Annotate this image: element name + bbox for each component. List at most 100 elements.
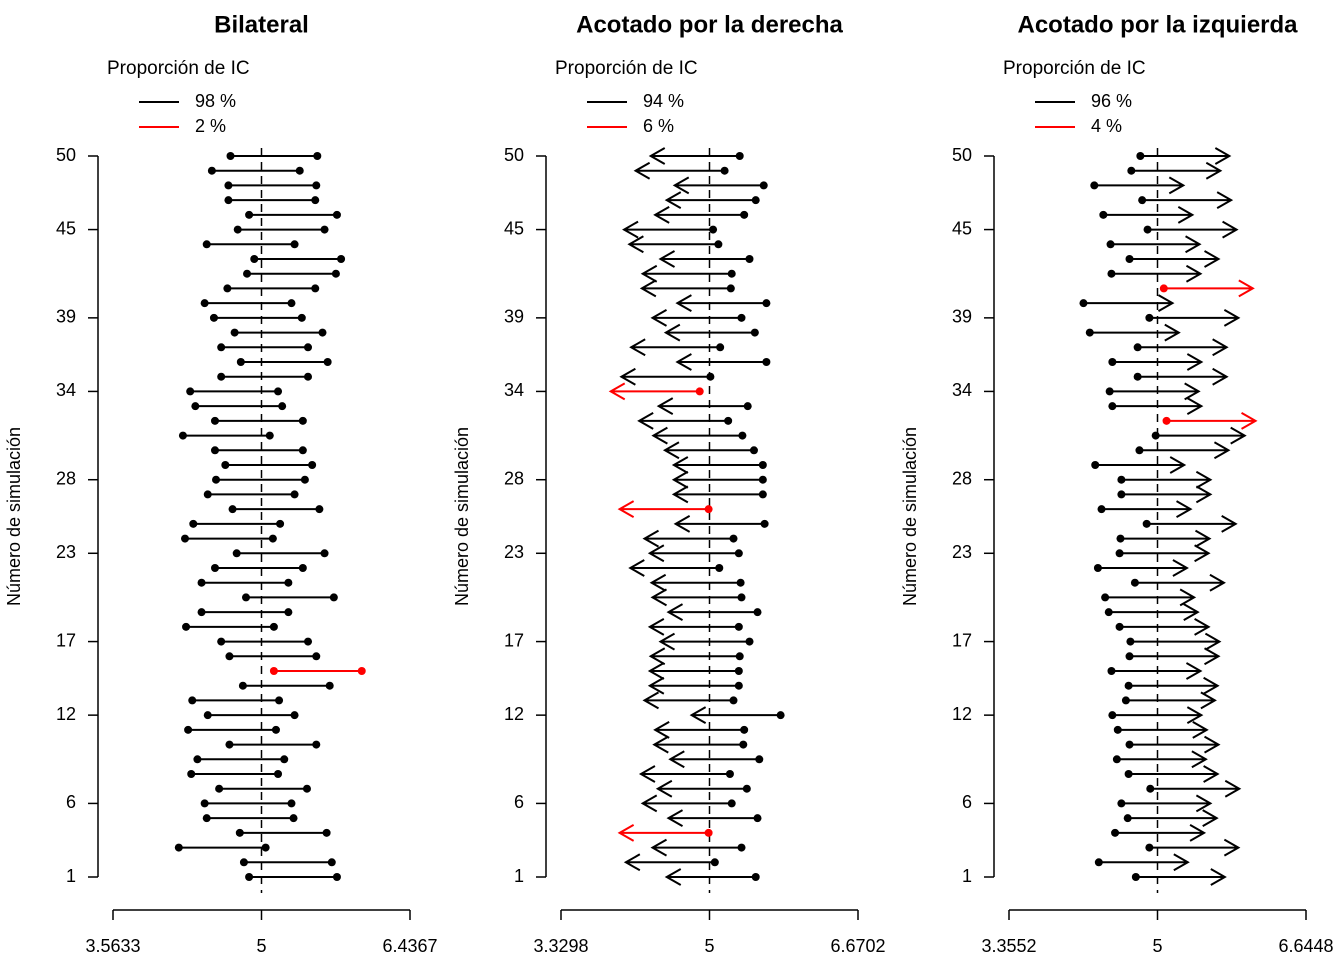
lower-point [1126, 637, 1135, 646]
upper-point [337, 255, 346, 263]
lower-point [197, 578, 206, 587]
upper-point [750, 328, 759, 337]
lower-point [1117, 475, 1126, 484]
upper-point [269, 622, 278, 631]
lower-point [228, 505, 237, 514]
upper-point [287, 799, 296, 808]
upper-point [287, 299, 296, 308]
upper-point [320, 549, 329, 558]
upper-point [745, 637, 754, 646]
upper-point [300, 475, 309, 484]
upper-point [724, 416, 733, 425]
lower-point [1124, 770, 1133, 778]
lower-point [225, 652, 234, 661]
bound-arrow [608, 382, 700, 401]
bound-arrow [1131, 161, 1223, 180]
bound-arrow [671, 485, 763, 504]
lower-point [1124, 681, 1133, 690]
upper-point [720, 166, 729, 175]
upper-point [278, 402, 287, 411]
lower-point [1121, 696, 1130, 705]
upper-point [297, 313, 306, 322]
y-tick-label: 28 [56, 468, 76, 488]
legend-label: 98 % [195, 91, 236, 111]
lower-point [203, 711, 212, 720]
y-tick-label: 45 [952, 218, 972, 238]
upper-point [776, 711, 785, 720]
bound-arrow [1089, 323, 1181, 342]
upper-point [311, 284, 320, 293]
upper-point [751, 873, 760, 881]
bound-arrow [651, 426, 743, 445]
upper-point [704, 828, 713, 837]
bound-arrow [1137, 338, 1229, 357]
bound-arrow [1111, 662, 1203, 680]
bound-arrow [1083, 294, 1175, 313]
x-tick-label: 5 [1152, 936, 1162, 956]
lower-point [1108, 402, 1117, 411]
upper-point [312, 740, 321, 749]
lower-point [1151, 431, 1160, 440]
upper-point [755, 755, 764, 764]
upper-point [734, 667, 743, 675]
lower-point [200, 299, 209, 308]
lower-point [212, 475, 221, 484]
y-tick-label: 6 [514, 792, 524, 812]
upper-point [284, 578, 293, 587]
upper-point [715, 564, 724, 572]
lower-point [1127, 166, 1136, 175]
bound-arrow [622, 220, 714, 239]
y-axis-label: Número de simulación [900, 427, 920, 606]
upper-point [274, 387, 283, 396]
legend-title: Proporción de IC [1003, 58, 1146, 79]
lower-point [217, 637, 226, 646]
upper-point [742, 784, 751, 793]
bound-arrow [647, 544, 739, 563]
y-tick-label: 17 [56, 630, 76, 650]
bound-arrow [1115, 823, 1207, 842]
lower-point [223, 284, 232, 293]
lower-point [202, 240, 211, 249]
bound-arrow [639, 279, 731, 298]
bound-arrow [1105, 588, 1197, 607]
legend-label: 4 % [1091, 116, 1122, 136]
upper-point [274, 770, 283, 778]
y-tick-label: 23 [952, 542, 972, 562]
lower-point [217, 372, 226, 381]
bound-arrow [1108, 603, 1200, 622]
lower-point [1108, 711, 1117, 720]
bound-arrow [1128, 765, 1220, 783]
bound-arrow [1125, 691, 1217, 710]
lower-point [217, 343, 226, 352]
upper-point [727, 269, 736, 278]
upper-point [284, 608, 293, 617]
upper-point [706, 372, 715, 381]
lower-point [209, 313, 218, 322]
bound-arrow [662, 441, 754, 460]
lower-point [1125, 255, 1134, 263]
upper-point [716, 343, 725, 352]
upper-point [268, 534, 277, 543]
bound-arrow [663, 323, 755, 342]
upper-point [329, 593, 338, 602]
upper-point [743, 402, 752, 411]
lower-point [236, 358, 245, 366]
lower-point [1117, 490, 1126, 499]
upper-point [325, 681, 334, 690]
bound-arrow [1163, 279, 1255, 298]
upper-point [760, 519, 769, 528]
lower-point [182, 622, 191, 631]
lower-point [184, 725, 193, 734]
bound-arrow [619, 367, 711, 386]
upper-point [740, 210, 749, 219]
upper-point [280, 755, 289, 764]
lower-point [238, 681, 247, 690]
upper-point [737, 843, 746, 852]
upper-point [729, 534, 738, 543]
lower-point [1145, 843, 1154, 852]
bound-arrow [1146, 514, 1238, 533]
bound-arrow [637, 411, 729, 430]
upper-point [290, 711, 299, 720]
lower-point [203, 490, 212, 499]
